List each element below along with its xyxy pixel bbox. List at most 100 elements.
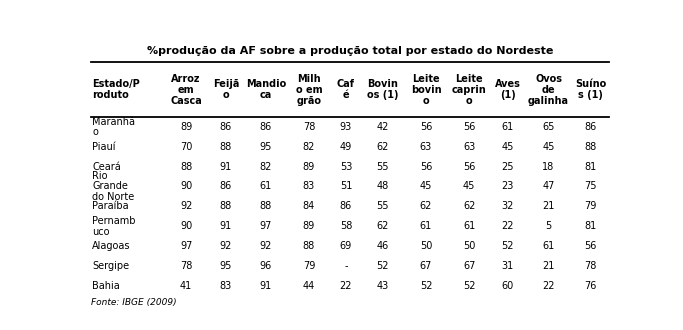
Text: 78: 78 xyxy=(303,122,315,132)
Text: Rio
Grande
do Norte: Rio Grande do Norte xyxy=(92,171,135,202)
Text: 82: 82 xyxy=(260,162,272,172)
Text: 89: 89 xyxy=(303,221,315,231)
Text: 84: 84 xyxy=(303,201,315,211)
Text: 61: 61 xyxy=(542,241,555,251)
Text: 79: 79 xyxy=(585,201,597,211)
Text: 86: 86 xyxy=(339,201,352,211)
Text: 78: 78 xyxy=(585,261,597,271)
Text: 76: 76 xyxy=(585,280,597,291)
Text: 88: 88 xyxy=(303,241,315,251)
Text: 58: 58 xyxy=(339,221,352,231)
Text: 52: 52 xyxy=(376,261,389,271)
Text: 61: 61 xyxy=(420,221,432,231)
Text: 23: 23 xyxy=(501,182,514,191)
Text: Paraíba: Paraíba xyxy=(92,201,129,211)
Text: 48: 48 xyxy=(377,182,389,191)
Text: 62: 62 xyxy=(420,201,432,211)
Text: 69: 69 xyxy=(339,241,352,251)
Text: Alagoas: Alagoas xyxy=(92,241,130,251)
Text: Milh
o em
grão: Milh o em grão xyxy=(296,74,322,106)
Text: 86: 86 xyxy=(585,122,597,132)
Text: Piauí: Piauí xyxy=(92,142,115,152)
Text: 78: 78 xyxy=(180,261,193,271)
Text: 22: 22 xyxy=(542,280,555,291)
Text: 67: 67 xyxy=(463,261,475,271)
Text: 41: 41 xyxy=(180,280,192,291)
Text: 91: 91 xyxy=(220,162,232,172)
Text: 45: 45 xyxy=(542,142,555,152)
Text: 88: 88 xyxy=(220,142,232,152)
Text: 61: 61 xyxy=(260,182,272,191)
Text: 42: 42 xyxy=(376,122,389,132)
Text: 63: 63 xyxy=(420,142,432,152)
Text: 18: 18 xyxy=(542,162,555,172)
Text: 88: 88 xyxy=(585,142,597,152)
Text: 70: 70 xyxy=(180,142,193,152)
Text: 88: 88 xyxy=(180,162,192,172)
Text: 88: 88 xyxy=(260,201,272,211)
Text: Fonte: IBGE (2009): Fonte: IBGE (2009) xyxy=(91,298,176,307)
Text: 45: 45 xyxy=(463,182,475,191)
Text: 90: 90 xyxy=(180,221,192,231)
Text: Caf
é: Caf é xyxy=(337,79,355,100)
Text: Ceará: Ceará xyxy=(92,162,121,172)
Text: Ovos
de
galinha: Ovos de galinha xyxy=(528,74,569,106)
Text: 21: 21 xyxy=(542,201,555,211)
Text: 52: 52 xyxy=(501,241,514,251)
Text: Sergipe: Sergipe xyxy=(92,261,129,271)
Text: 45: 45 xyxy=(501,142,514,152)
Text: 62: 62 xyxy=(376,142,389,152)
Text: Maranhã
o: Maranhã o xyxy=(92,116,135,137)
Text: Arroz
em
Casca: Arroz em Casca xyxy=(170,74,202,106)
Text: 50: 50 xyxy=(463,241,475,251)
Text: 83: 83 xyxy=(303,182,315,191)
Text: 56: 56 xyxy=(420,122,432,132)
Text: 67: 67 xyxy=(420,261,432,271)
Text: 92: 92 xyxy=(220,241,232,251)
Text: 22: 22 xyxy=(339,280,352,291)
Text: 83: 83 xyxy=(220,280,232,291)
Text: 86: 86 xyxy=(220,182,232,191)
Text: 43: 43 xyxy=(377,280,389,291)
Text: 52: 52 xyxy=(463,280,475,291)
Text: 86: 86 xyxy=(220,122,232,132)
Text: 21: 21 xyxy=(542,261,555,271)
Text: 55: 55 xyxy=(376,201,389,211)
Text: 56: 56 xyxy=(463,162,475,172)
Text: 90: 90 xyxy=(180,182,192,191)
Text: 44: 44 xyxy=(303,280,315,291)
Text: 53: 53 xyxy=(339,162,352,172)
Text: 97: 97 xyxy=(180,241,193,251)
Text: 63: 63 xyxy=(463,142,475,152)
Text: 62: 62 xyxy=(376,221,389,231)
Text: 56: 56 xyxy=(420,162,432,172)
Text: 95: 95 xyxy=(220,261,232,271)
Text: 97: 97 xyxy=(260,221,272,231)
Text: 60: 60 xyxy=(501,280,514,291)
Text: 91: 91 xyxy=(220,221,232,231)
Text: Feijã
o: Feijã o xyxy=(213,79,239,100)
Text: Bahia: Bahia xyxy=(92,280,120,291)
Text: 62: 62 xyxy=(463,201,475,211)
Text: 92: 92 xyxy=(260,241,272,251)
Text: 75: 75 xyxy=(585,182,597,191)
Text: Mandio
ca: Mandio ca xyxy=(246,79,286,100)
Text: 89: 89 xyxy=(180,122,192,132)
Text: 46: 46 xyxy=(377,241,389,251)
Text: 93: 93 xyxy=(339,122,352,132)
Text: %produção da AF sobre a produção total por estado do Nordeste: %produção da AF sobre a produção total p… xyxy=(147,46,553,56)
Text: 49: 49 xyxy=(339,142,352,152)
Text: 81: 81 xyxy=(585,221,597,231)
Text: 56: 56 xyxy=(463,122,475,132)
Text: Bovin
os (1): Bovin os (1) xyxy=(367,79,399,100)
Text: 45: 45 xyxy=(420,182,432,191)
Text: 79: 79 xyxy=(303,261,315,271)
Text: 52: 52 xyxy=(420,280,432,291)
Text: 61: 61 xyxy=(501,122,514,132)
Text: 55: 55 xyxy=(376,162,389,172)
Text: 31: 31 xyxy=(501,261,514,271)
Text: 82: 82 xyxy=(303,142,315,152)
Text: 47: 47 xyxy=(542,182,555,191)
Text: 32: 32 xyxy=(501,201,514,211)
Text: 95: 95 xyxy=(260,142,272,152)
